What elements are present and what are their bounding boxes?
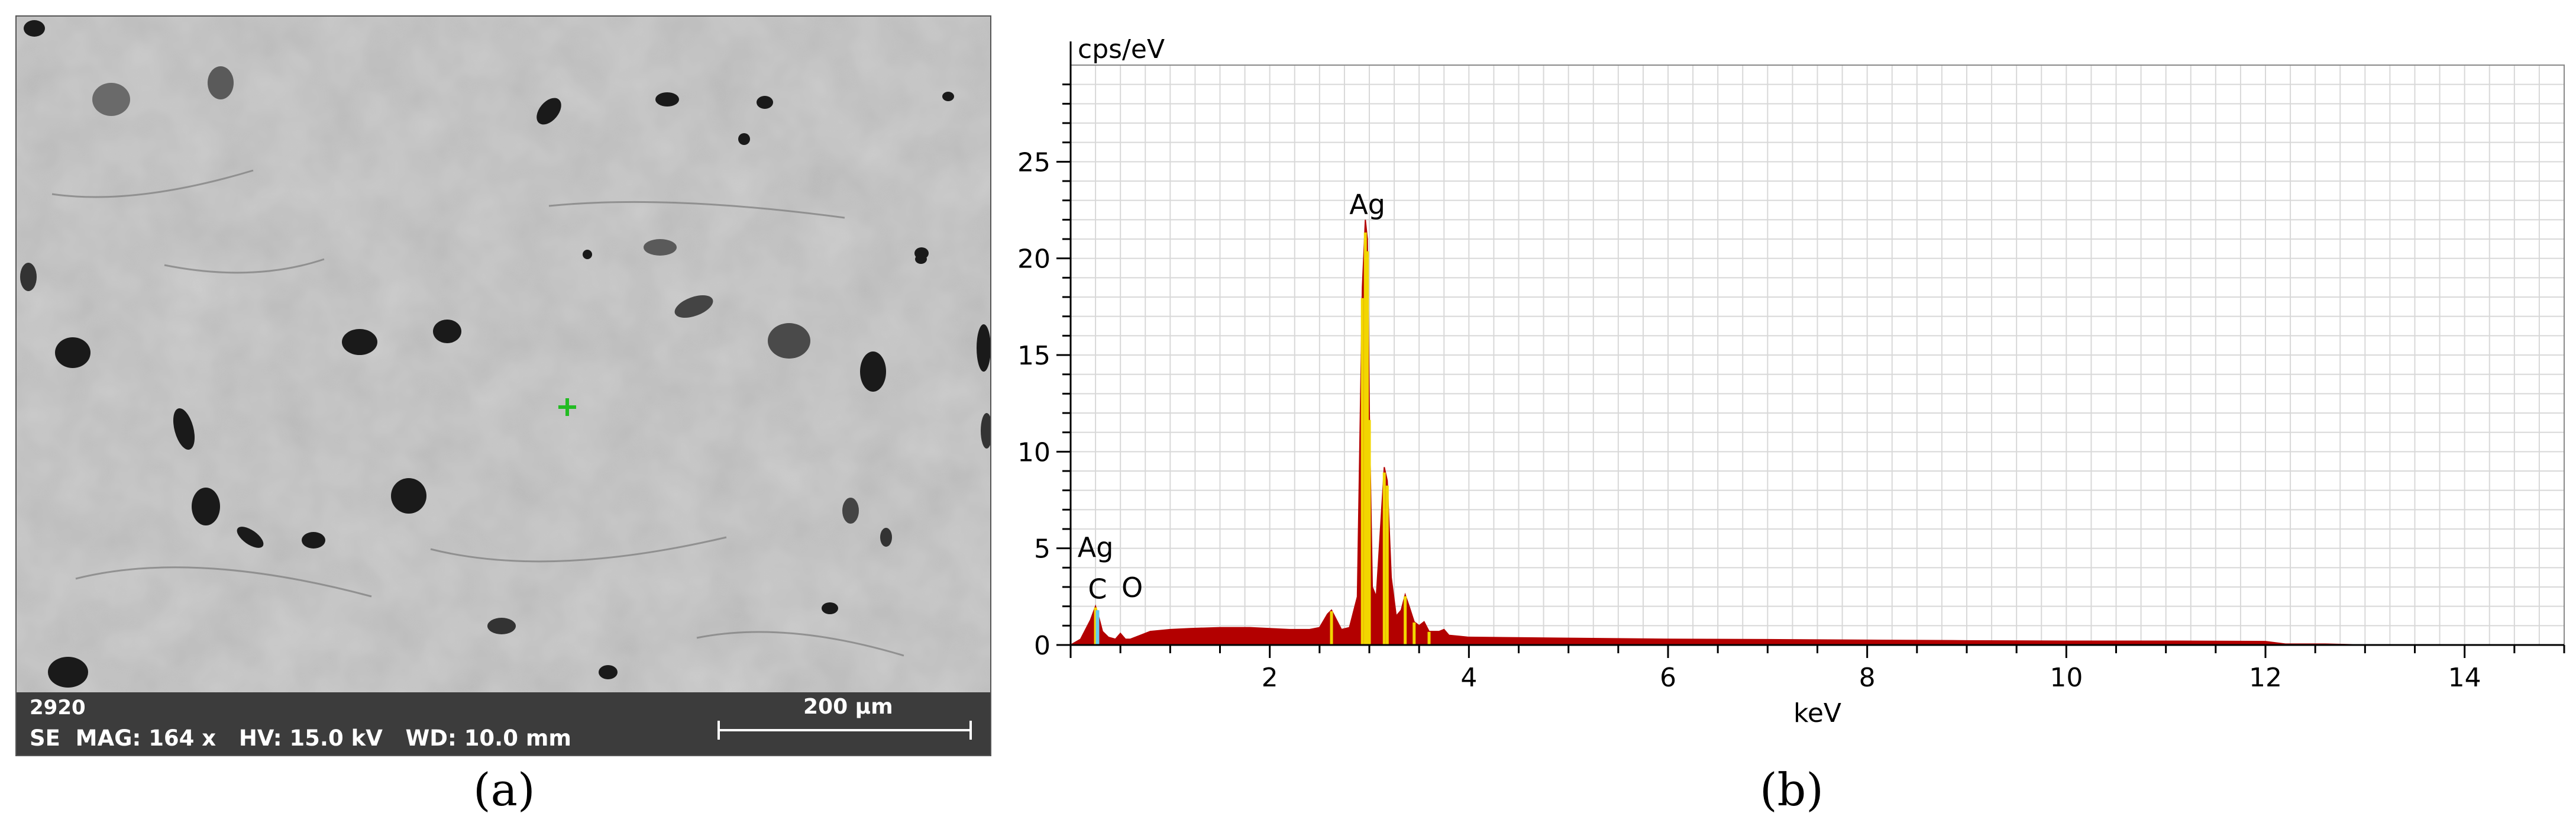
- y-tick-label: 0: [1034, 631, 1051, 661]
- x-axis-label: keV: [1793, 698, 1841, 728]
- scale-bar: [717, 729, 972, 731]
- x-tick-label: 6: [1660, 663, 1676, 693]
- sem-micrograph: 2920 SE MAG: 164 x HV: 15.0 kV WD: 10.0 …: [15, 15, 991, 756]
- eds-spectrum-chart: 2 4 6 8 10 12 14 0 5 10 15 20 25 keV cps/eV Ag Ag C O: [994, 18, 2576, 751]
- sem-image: [17, 17, 990, 755]
- peak-annotation: O: [1121, 572, 1143, 604]
- sem-info-bar: 2920 SE MAG: 164 x HV: 15.0 kV WD: 10.0 …: [17, 692, 990, 755]
- pores: [20, 20, 990, 688]
- scratch-marks: [51, 169, 904, 657]
- y-tick-label: 25: [1017, 147, 1051, 178]
- x-tick-label: 10: [2050, 663, 2083, 693]
- y-tick-label: 15: [1017, 341, 1051, 371]
- y-tick-label: 5: [1034, 534, 1051, 565]
- caption-a: (a): [473, 763, 535, 816]
- y-tick-label: 10: [1017, 437, 1051, 467]
- x-tick-label: 12: [2249, 663, 2282, 693]
- spectrum-svg: 2 4 6 8 10 12 14 0 5 10 15 20 25 keV cps/eV Ag Ag C O: [1017, 34, 2565, 728]
- x-tick-label: 4: [1460, 663, 1477, 693]
- x-tick-label: 8: [1859, 663, 1876, 693]
- peak-annotation: Ag: [1349, 188, 1385, 220]
- peak-annotation: Ag: [1078, 531, 1114, 563]
- scale-bar-label: 200 µm: [803, 695, 893, 719]
- crosshair-marker: [558, 398, 576, 416]
- acquisition-params: SE MAG: 164 x HV: 15.0 kV WD: 10.0 mm: [30, 725, 571, 751]
- caption-b: (b): [1760, 763, 1824, 816]
- x-tick-label: 2: [1262, 663, 1278, 693]
- scale-bar-cap-right: [969, 721, 972, 740]
- y-tick-label: 20: [1017, 244, 1051, 275]
- image-id: 2920: [30, 696, 86, 720]
- y-axis-label: cps/eV: [1078, 34, 1165, 64]
- peak-annotation: C: [1088, 573, 1107, 605]
- x-tick-label: 14: [2448, 663, 2481, 693]
